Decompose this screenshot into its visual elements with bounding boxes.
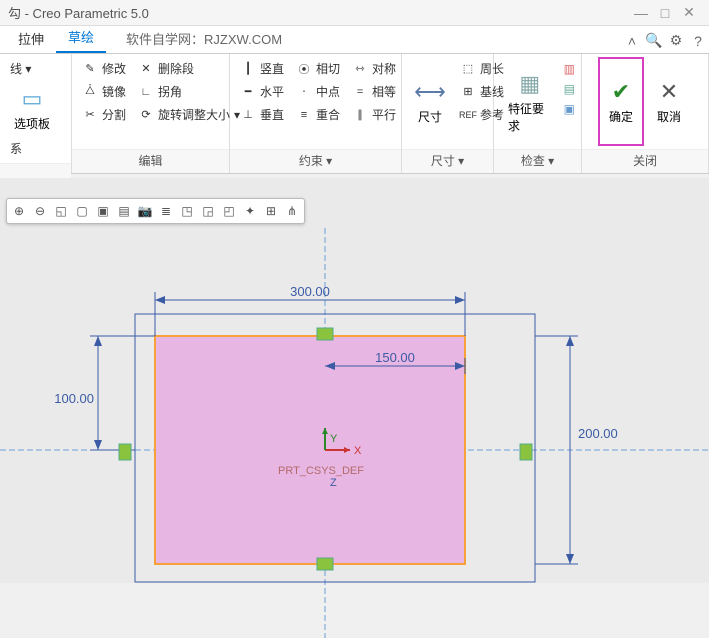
tree-icon[interactable]: ⊞ — [261, 201, 281, 221]
group-label-close: 关闭 — [582, 149, 708, 173]
perimeter-icon: ⬚ — [460, 61, 476, 77]
feature-req-button[interactable]: ▦ 特征要求 — [500, 58, 560, 145]
group-label-edit: 编辑 — [72, 149, 229, 173]
symmetric-button[interactable]: ⇿对称 — [348, 58, 400, 79]
x-icon: ✕ — [655, 78, 683, 106]
equal-icon: = — [352, 84, 368, 100]
mini-toolbar: ⊕ ⊖ ◱ ▢ ▣ ▤ 📷 ≣ ◳ ◲ ◰ ✦ ⊞ ⋔ — [6, 198, 305, 224]
dim-height: 200.00 — [578, 426, 618, 441]
tab-sketch[interactable]: 草绘 — [56, 22, 106, 53]
search-icon[interactable]: 🔍 — [643, 28, 665, 53]
tangent-icon: ⦿ — [296, 61, 312, 77]
horizontal-button[interactable]: ━水平 — [236, 81, 288, 102]
tangent-button[interactable]: ⦿相切 — [292, 58, 344, 79]
perp-icon: ⊥ — [240, 107, 256, 123]
parallel-icon: ∥ — [352, 107, 368, 123]
mirror-button[interactable]: ⧊镜像 — [78, 81, 130, 102]
inspect-icon-1[interactable]: ▥ — [564, 62, 575, 76]
rotate-resize-button[interactable]: ⟳旋转调整大小 ▾ — [134, 104, 244, 125]
mirror-icon: ⧊ — [82, 84, 98, 100]
coincident-button[interactable]: ≡重合 — [292, 104, 344, 125]
vertical-icon: ┃ — [240, 61, 256, 77]
axis-y-label: Y — [330, 433, 338, 445]
dimension-icon: ⟷ — [416, 78, 444, 106]
modify-button[interactable]: ✎修改 — [78, 58, 130, 79]
cancel-button[interactable]: ✕ 取消 — [647, 58, 691, 145]
vertical-button[interactable]: ┃竖直 — [236, 58, 288, 79]
perpendicular-button[interactable]: ⊥垂直 — [236, 104, 288, 125]
graph-icon[interactable]: ⋔ — [282, 201, 302, 221]
help-icon[interactable]: ? — [687, 29, 709, 53]
group-label-dimension: 尺寸 ▾ — [402, 149, 493, 173]
zoom-out-icon[interactable]: ⊖ — [30, 201, 50, 221]
parallel-button[interactable]: ∥平行 — [348, 104, 400, 125]
coincident-icon: ≡ — [296, 107, 312, 123]
cube-icon-2[interactable]: ◲ — [198, 201, 218, 221]
minimize-button[interactable]: — — [629, 5, 653, 21]
inspect-icon-3[interactable]: ▣ — [564, 102, 575, 116]
close-window-button[interactable]: ✕ — [677, 4, 701, 21]
title-bar: 勾 - Creo Parametric 5.0 — □ ✕ — [0, 0, 709, 26]
equal-button[interactable]: =相等 — [348, 81, 400, 102]
zoom-in-icon[interactable]: ⊕ — [9, 201, 29, 221]
sketch-svg: 300.00 150.00 200.00 100.00 PRT_CSYS_DEF… — [0, 228, 709, 638]
feature-req-icon: ▦ — [516, 70, 544, 98]
panel-icon: ▭ — [18, 85, 46, 113]
dim-half-height: 100.00 — [54, 391, 94, 406]
ok-button[interactable]: ✔ 确定 — [599, 58, 643, 145]
modify-icon: ✎ — [82, 61, 98, 77]
ribbon: 线 ▾ ▭ 选项板 系 ✎修改 ⧊镜像 ✂分割 ✕删除段 ∟拐角 ⟳旋转调整大小… — [0, 54, 709, 174]
view-icon-3[interactable]: ▤ — [114, 201, 134, 221]
axis-z-label: Z — [330, 477, 337, 489]
axis-x-label: X — [354, 445, 362, 457]
maximize-button[interactable]: □ — [653, 5, 677, 21]
extra-link[interactable]: 软件自学网：RJZXW.COM — [126, 24, 282, 53]
options-panel-button[interactable]: ▭ 选项板 — [6, 81, 58, 136]
midpoint-icon: ⋅ — [296, 84, 312, 100]
csys-label: PRT_CSYS_DEF — [278, 465, 364, 477]
axis-icon[interactable]: ✦ — [240, 201, 260, 221]
cube-icon-3[interactable]: ◰ — [219, 201, 239, 221]
ribbon-tabs: 拉伸 草绘 软件自学网：RJZXW.COM ˄ 🔍 ⚙ ? — [0, 26, 709, 54]
system-dropdown[interactable]: 系 — [6, 138, 58, 159]
title-text: 勾 - Creo Parametric 5.0 — [8, 3, 149, 22]
dim-width: 300.00 — [290, 284, 330, 299]
zoom-fit-icon[interactable]: ◱ — [51, 201, 71, 221]
view-icon-2[interactable]: ▣ — [93, 201, 113, 221]
group-label-constrain: 约束 ▾ — [230, 149, 401, 173]
delete-segment-button[interactable]: ✕删除段 — [134, 58, 244, 79]
horizontal-icon: ━ — [240, 84, 256, 100]
view-icon-1[interactable]: ▢ — [72, 201, 92, 221]
dimension-button[interactable]: ⟷ 尺寸 — [408, 58, 452, 145]
check-icon: ✔ — [607, 78, 635, 106]
ref-icon: REF — [460, 107, 476, 123]
group-label-inspect: 检查 ▾ — [494, 149, 581, 173]
dim-half-width: 150.00 — [375, 350, 415, 365]
tab-extrude[interactable]: 拉伸 — [6, 24, 56, 53]
inspect-icon-2[interactable]: ▤ — [564, 82, 575, 96]
settings-icon[interactable]: ⚙ — [665, 28, 687, 53]
delete-seg-icon: ✕ — [138, 61, 154, 77]
corner-icon: ∟ — [138, 84, 154, 100]
camera-icon[interactable]: 📷 — [135, 201, 155, 221]
split-button[interactable]: ✂分割 — [78, 104, 130, 125]
split-icon: ✂ — [82, 107, 98, 123]
baseline-icon: ⊞ — [460, 84, 476, 100]
cube-icon-1[interactable]: ◳ — [177, 201, 197, 221]
corner-button[interactable]: ∟拐角 — [134, 81, 244, 102]
line-dropdown[interactable]: 线 ▾ — [6, 58, 58, 79]
sketch-canvas[interactable]: 300.00 150.00 200.00 100.00 PRT_CSYS_DEF… — [0, 178, 709, 583]
options-panel-label: 选项板 — [14, 115, 50, 132]
layers-icon[interactable]: ≣ — [156, 201, 176, 221]
collapse-ribbon-icon[interactable]: ˄ — [621, 29, 643, 53]
midpoint-button[interactable]: ⋅中点 — [292, 81, 344, 102]
symmetric-icon: ⇿ — [352, 61, 368, 77]
rotate-icon: ⟳ — [138, 107, 154, 123]
